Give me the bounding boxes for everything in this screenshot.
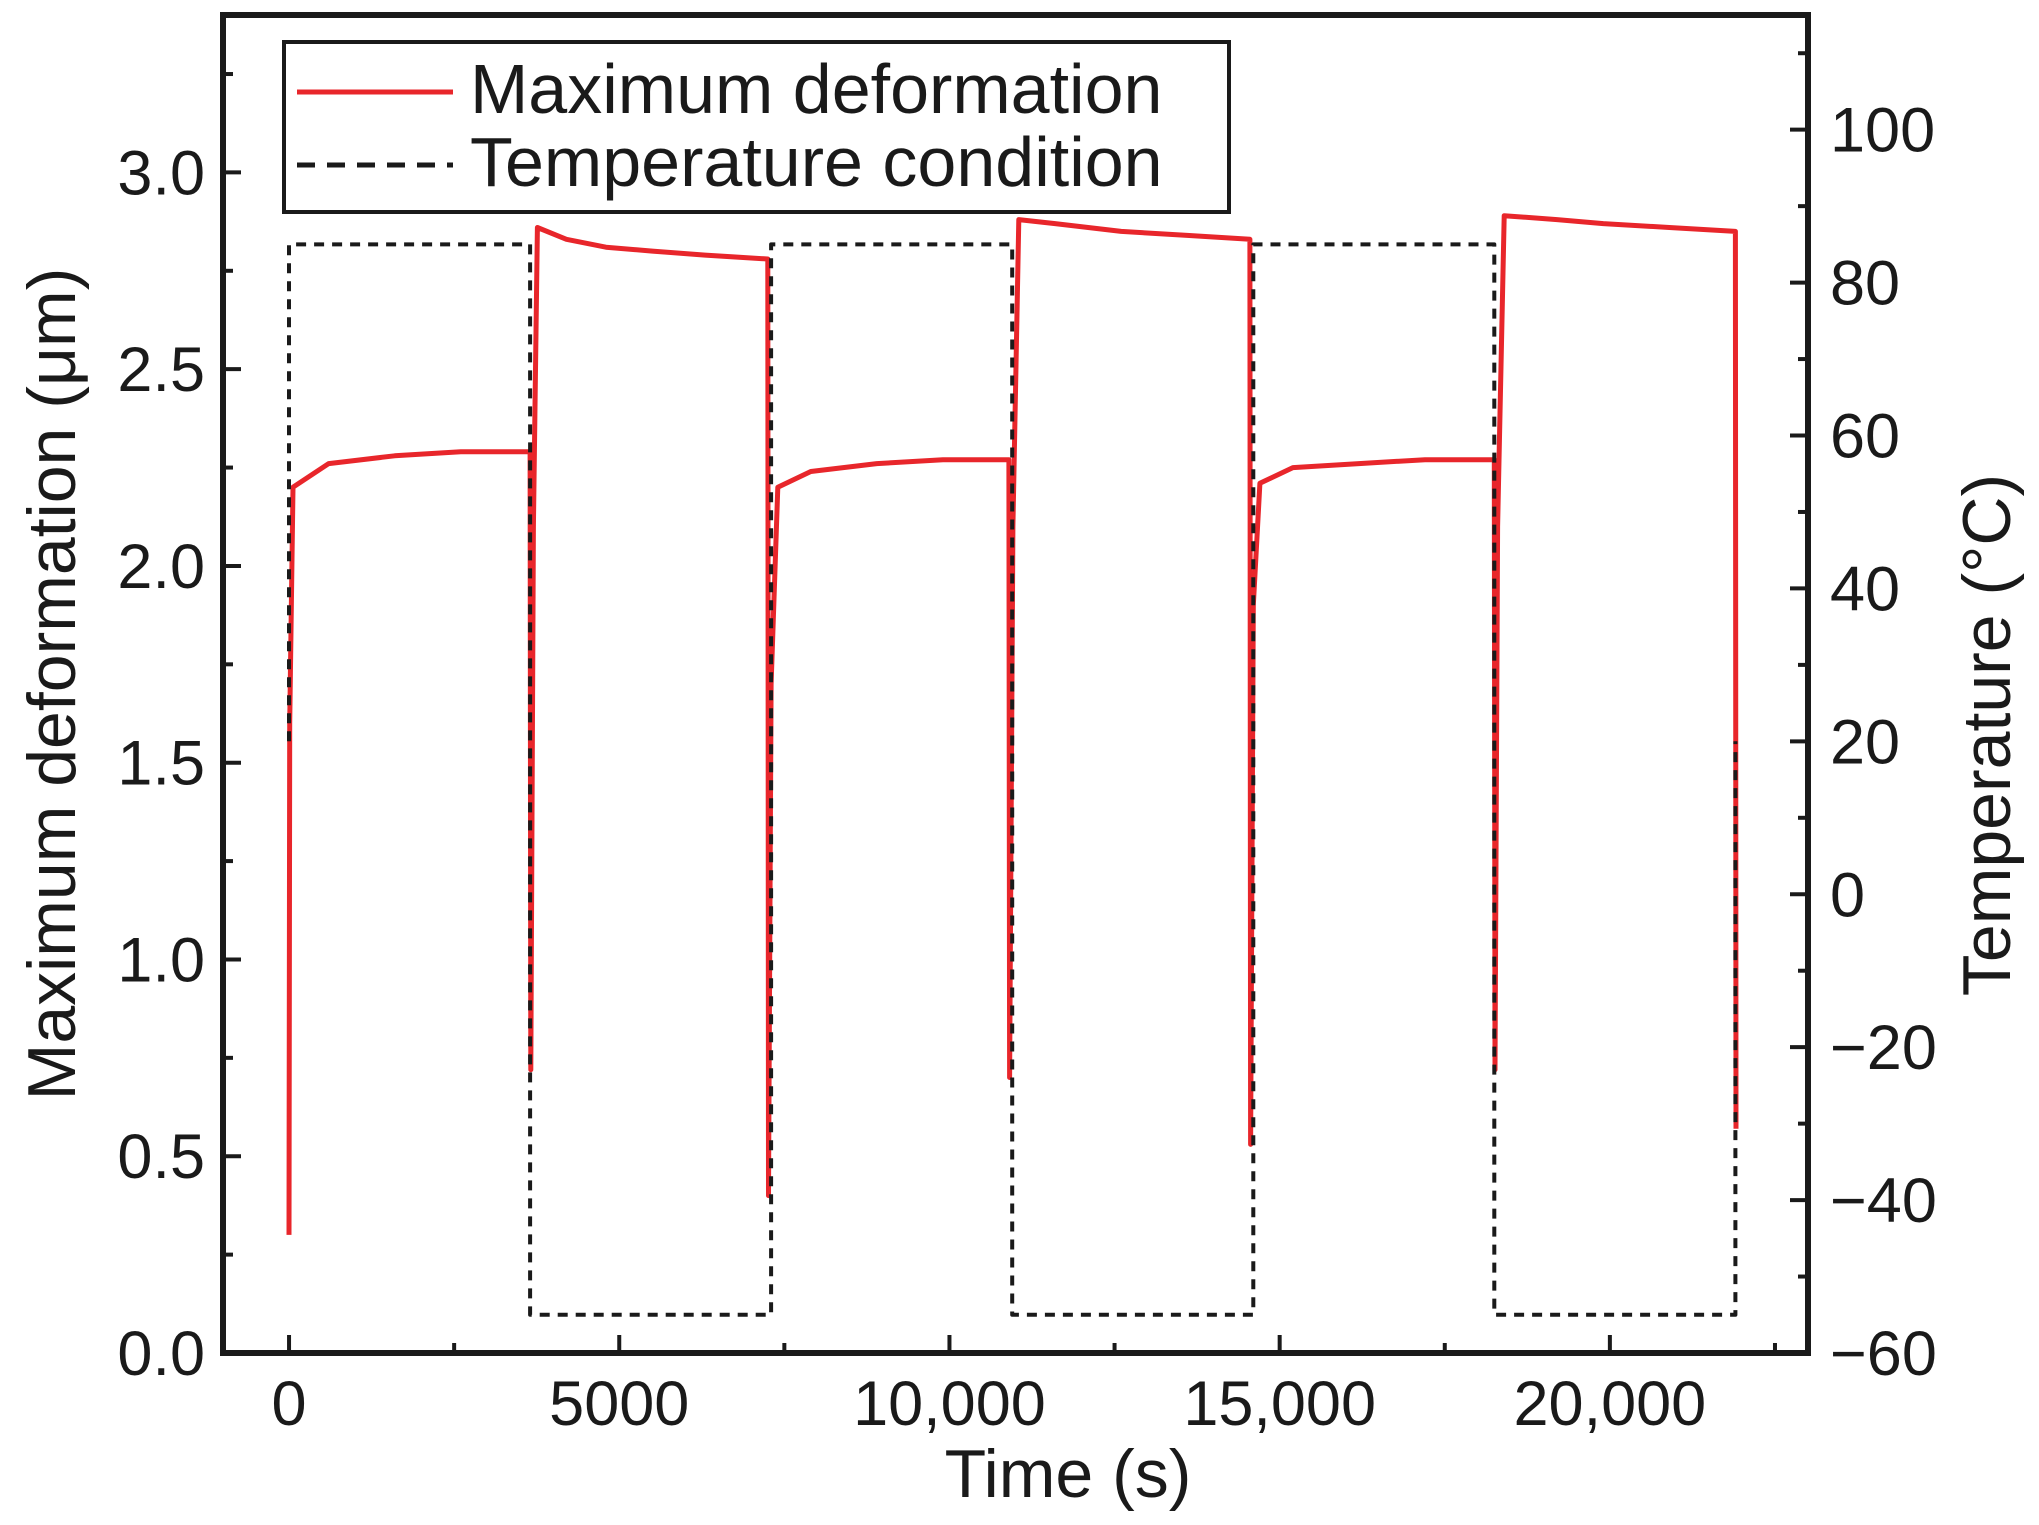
y-tick-label: 2.0 — [117, 532, 205, 602]
series-line-deformation — [286, 213, 1739, 1235]
y2-tick-label: 0 — [1830, 860, 1865, 930]
x-tick-label: 5000 — [549, 1369, 689, 1439]
plot-frame — [220, 12, 1811, 1356]
y-axis-label: Maximum deformation (μm) — [14, 268, 90, 1101]
legend-box — [282, 40, 1231, 214]
y2-tick-label: −40 — [1830, 1166, 1937, 1236]
legend-label-deformation: Maximum deformation — [470, 50, 1162, 128]
y2-axis-label: Temperature (°C) — [1949, 474, 2025, 996]
y-tick-label: 2.5 — [117, 335, 205, 405]
y2-tick-label: 60 — [1830, 402, 1900, 472]
series-layer — [286, 213, 1739, 1317]
y-tick-label: 1.0 — [117, 925, 205, 995]
y-tick-label: 0.5 — [117, 1122, 205, 1192]
x-axis-label: Time (s) — [945, 1436, 1192, 1512]
x-tick-label: 15,000 — [1183, 1369, 1376, 1439]
y2-tick-label: 80 — [1830, 249, 1900, 319]
y2-tick-label: −20 — [1830, 1013, 1937, 1083]
y-tick-label: 0.0 — [117, 1319, 205, 1389]
x-tick-label: 10,000 — [853, 1369, 1046, 1439]
y2-tick-label: −60 — [1830, 1319, 1937, 1389]
y2-tick-label: 20 — [1830, 707, 1900, 777]
series-line-temperature — [287, 242, 1738, 1317]
x-tick-label: 0 — [272, 1369, 307, 1439]
legend-label-temperature: Temperature condition — [470, 123, 1163, 201]
y2-tick-label: 100 — [1830, 96, 1935, 166]
y2-tick-label: 40 — [1830, 554, 1900, 624]
y-tick-label: 1.5 — [117, 729, 205, 799]
x-tick-label: 20,000 — [1514, 1369, 1707, 1439]
axes-layer: 0 5000 10,000 15,000 20,000 0.0 0.5 1.0 1.5 2.0 2.… — [117, 51, 1937, 1439]
y-tick-label: 3.0 — [117, 138, 205, 208]
legend: Maximum deformation Temperature conditio… — [282, 40, 1231, 214]
